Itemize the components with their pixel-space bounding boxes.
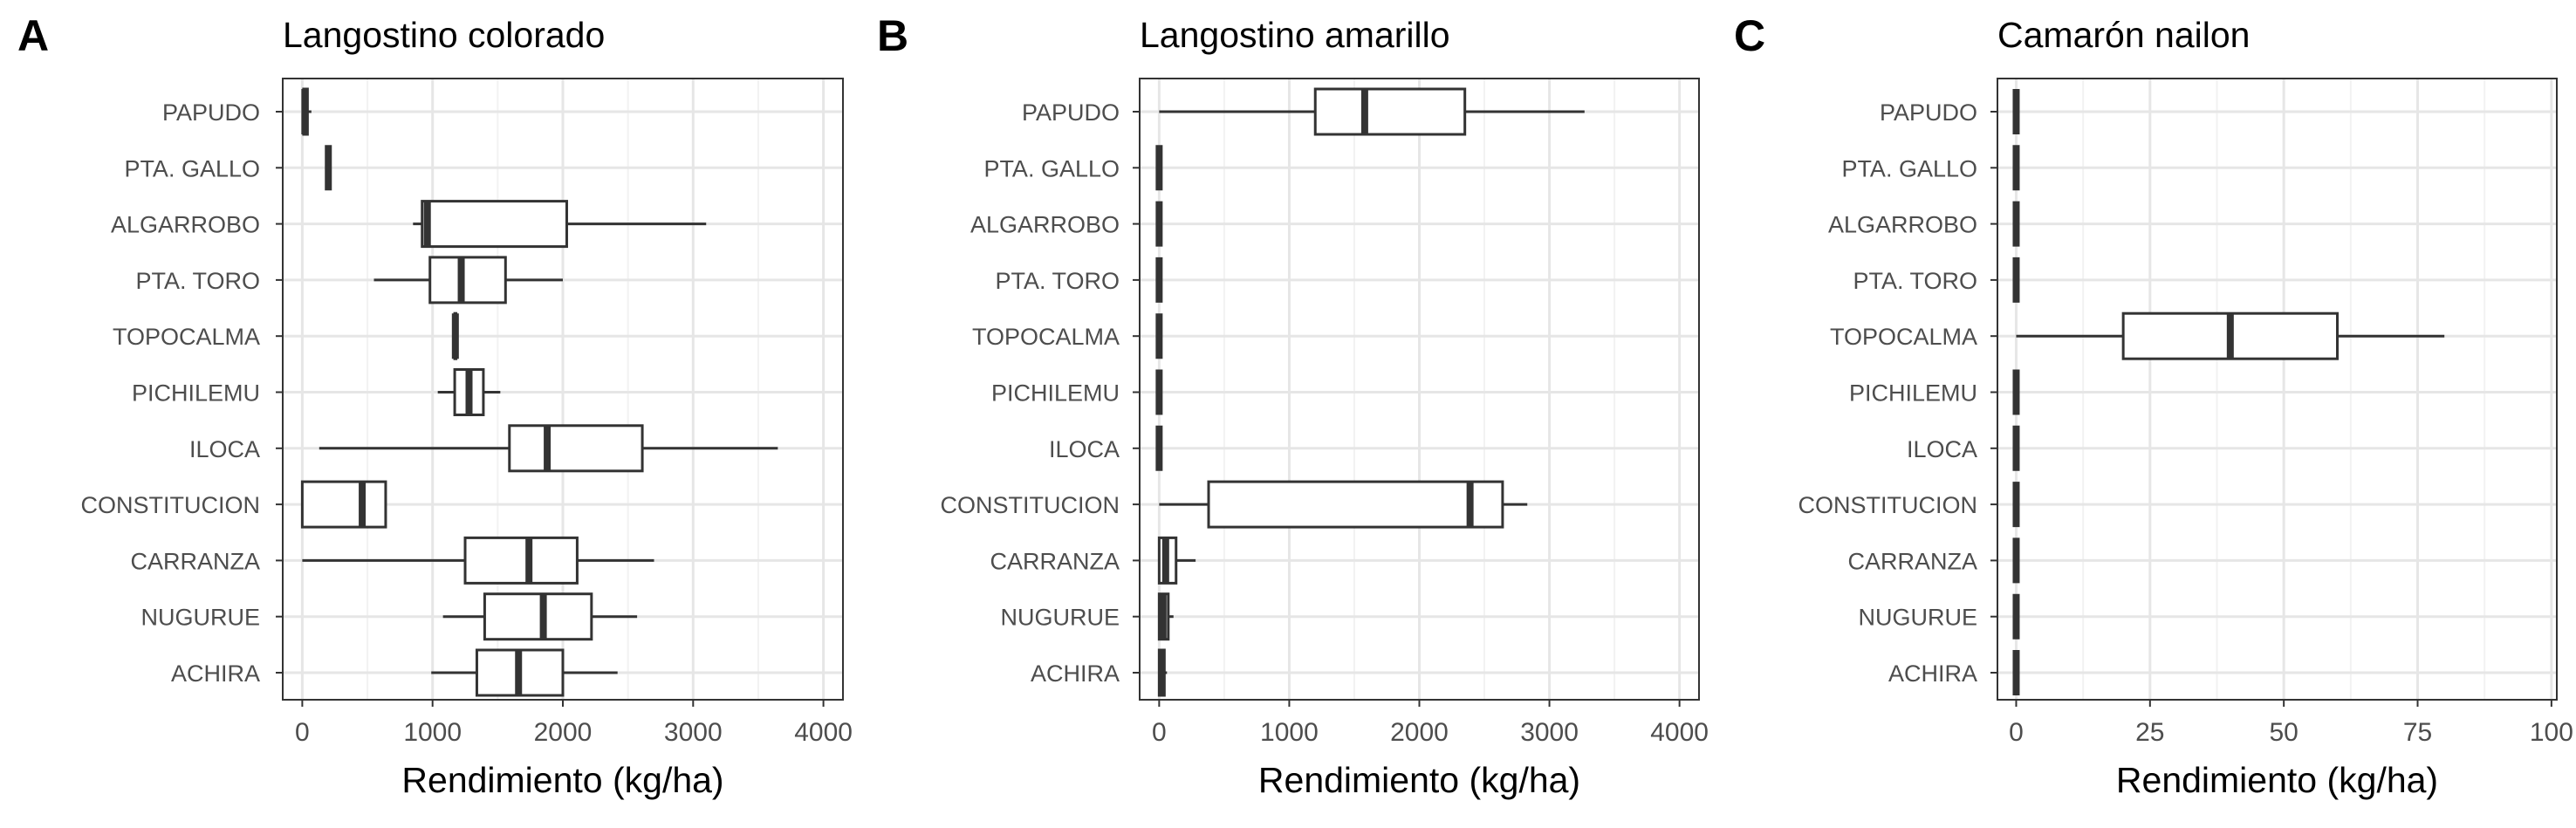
- y-tick-label: ILOCA: [1049, 436, 1120, 462]
- box-topocalma: [451, 311, 459, 360]
- y-tick-label: CARRANZA: [990, 548, 1120, 574]
- box-pta-toro: [373, 256, 563, 305]
- y-tick-label: ALGARROBO: [1828, 212, 1977, 238]
- y-tick-label: PICHILEMU: [1849, 380, 1977, 407]
- y-tick-label: CONSTITUCION: [1798, 492, 1978, 518]
- x-tick-label: 50: [2269, 718, 2298, 747]
- box-papudo: [1159, 87, 1585, 136]
- box-iqr: [421, 200, 568, 249]
- box-achira: [431, 648, 618, 697]
- y-tick-label: NUGURUE: [1858, 605, 1977, 631]
- y-tick-label: PICHILEMU: [132, 380, 260, 407]
- y-tick-label: TOPOCALMA: [972, 324, 1120, 350]
- y-tick-label: TOPOCALMA: [1830, 324, 1977, 350]
- panel-frame: [1997, 78, 2558, 701]
- y-tick-label: ACHIRA: [1031, 660, 1120, 687]
- panel-title: Langostino colorado: [283, 15, 605, 55]
- x-tick-label: 3000: [664, 718, 723, 747]
- box-iqr: [508, 424, 644, 473]
- box-topocalma: [2016, 311, 2445, 360]
- y-tick-label: PTA. GALLO: [124, 155, 260, 181]
- panel-letter: A: [17, 11, 49, 60]
- panel-a: PAPUDO PTA. GALLO ALGARROBO PTA. TORO TOPOCA…: [17, 11, 853, 800]
- x-tick-label: 2000: [534, 718, 593, 747]
- box-iqr: [428, 256, 507, 305]
- x-axis-title: Rendimiento (kg/ha): [1258, 760, 1580, 800]
- x-axis-title: Rendimiento (kg/ha): [2116, 760, 2438, 800]
- y-tick-label: PTA. TORO: [135, 268, 260, 294]
- y-tick-label: CONSTITUCION: [941, 492, 1120, 518]
- y-tick-label: ILOCA: [189, 436, 260, 462]
- x-tick-label: 2000: [1390, 718, 1449, 747]
- box-constitucion: [300, 480, 387, 529]
- box-pta-gallo: [325, 145, 332, 191]
- x-tick-label: 1000: [403, 718, 462, 747]
- panel-letter: C: [1734, 11, 1765, 60]
- box-carranza: [302, 536, 654, 585]
- y-tick-label: PAPUDO: [1022, 99, 1120, 126]
- y-tick-label: NUGURUE: [1000, 605, 1120, 631]
- box-constitucion: [1159, 480, 1528, 529]
- y-tick-label: PTA. GALLO: [983, 155, 1120, 181]
- box-algarrobo: [413, 200, 707, 249]
- x-tick-label: 0: [1152, 718, 1167, 747]
- panel-title: Camarón nailon: [1997, 15, 2250, 55]
- y-tick-label: PICHILEMU: [991, 380, 1120, 407]
- x-tick-label: 3000: [1520, 718, 1579, 747]
- y-tick-label: ILOCA: [1907, 436, 1977, 462]
- y-tick-label: NUGURUE: [140, 605, 260, 631]
- y-tick-label: TOPOCALMA: [113, 324, 260, 350]
- box-achira: [1157, 648, 1168, 697]
- y-tick-label: PTA. GALLO: [1841, 155, 1977, 181]
- panel-title: Langostino amarillo: [1140, 15, 1450, 55]
- box-nugurue: [442, 592, 638, 641]
- x-axis-title: Rendimiento (kg/ha): [401, 760, 723, 800]
- y-tick-label: ACHIRA: [1888, 660, 1977, 687]
- y-tick-label: PTA. TORO: [995, 268, 1120, 294]
- box-iqr: [483, 592, 593, 641]
- y-tick-label: CARRANZA: [1847, 548, 1977, 574]
- x-tick-label: 1000: [1260, 718, 1319, 747]
- box-iqr: [463, 536, 579, 585]
- x-tick-label: 4000: [794, 718, 853, 747]
- box-iqr: [300, 480, 387, 529]
- box-iqr: [1313, 87, 1467, 136]
- y-tick-label: PAPUDO: [162, 99, 260, 126]
- y-tick-label: ALGARROBO: [970, 212, 1120, 238]
- box-iloca: [319, 424, 778, 473]
- y-tick-label: PAPUDO: [1880, 99, 1977, 126]
- box-papudo: [301, 87, 312, 136]
- y-tick-label: PTA. TORO: [1853, 268, 1977, 294]
- panel-letter: B: [877, 11, 908, 60]
- box-nugurue: [1157, 592, 1174, 641]
- panel-c: PAPUDO PTA. GALLO ALGARROBO PTA. TORO TOPOCA…: [1734, 11, 2573, 800]
- x-tick-label: 4000: [1650, 718, 1709, 747]
- y-tick-label: ALGARROBO: [111, 212, 260, 238]
- x-tick-label: 0: [295, 718, 310, 747]
- y-tick-label: CONSTITUCION: [81, 492, 261, 518]
- box-pichilemu: [437, 368, 501, 416]
- x-tick-label: 0: [2009, 718, 2024, 747]
- y-tick-label: ACHIRA: [171, 660, 260, 687]
- x-tick-label: 75: [2403, 718, 2432, 747]
- x-tick-label: 25: [2135, 718, 2164, 747]
- box-carranza: [1157, 536, 1196, 585]
- x-tick-label: 100: [2530, 718, 2573, 747]
- box-iqr: [1207, 480, 1504, 529]
- y-tick-label: CARRANZA: [130, 548, 260, 574]
- panel-b: PAPUDO PTA. GALLO ALGARROBO PTA. TORO TOPOCA…: [877, 11, 1709, 800]
